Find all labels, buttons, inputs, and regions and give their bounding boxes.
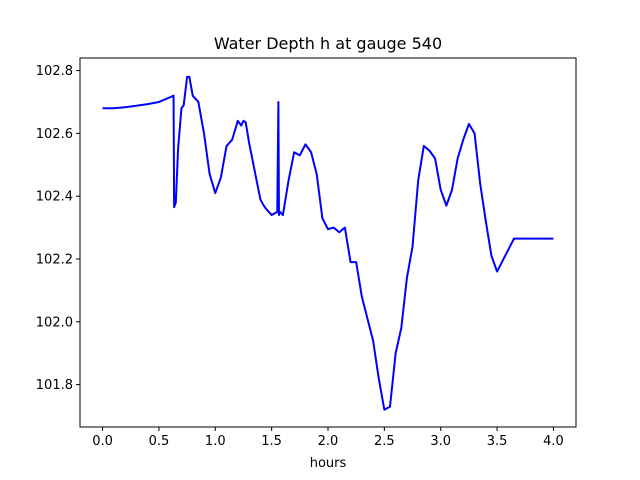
y-tick-label: 102.6	[36, 127, 73, 142]
y-tick-label: 101.8	[36, 378, 73, 393]
x-axis-ticks: 0.0 0.5 1.0 1.5 2.0 2.5 3.0 3.5 4.0	[92, 427, 564, 449]
y-tick-label: 102.2	[36, 252, 73, 267]
x-tick-label: 4.0	[543, 434, 564, 449]
x-tick-label: 3.5	[487, 434, 508, 449]
y-tick-label: 102.4	[36, 190, 73, 205]
x-tick-label: 3.0	[430, 434, 451, 449]
series-line	[102, 75, 554, 411]
plot-area	[102, 75, 554, 411]
x-tick-label: 1.5	[261, 434, 282, 449]
x-tick-label: 0.5	[149, 434, 170, 449]
x-axis-label: hours	[310, 456, 347, 471]
x-tick-label: 1.0	[205, 434, 226, 449]
x-tick-label: 2.5	[374, 434, 395, 449]
x-tick-label: 2.0	[318, 434, 339, 449]
x-tick-label: 0.0	[92, 434, 113, 449]
y-axis-ticks: 101.8 102.0 102.2 102.4 102.6 102.8	[36, 64, 80, 393]
chart-title: Water Depth h at gauge 540	[214, 34, 442, 53]
y-tick-label: 102.8	[36, 64, 73, 79]
axes-frame	[79, 57, 577, 428]
y-tick-label: 102.0	[36, 315, 73, 330]
